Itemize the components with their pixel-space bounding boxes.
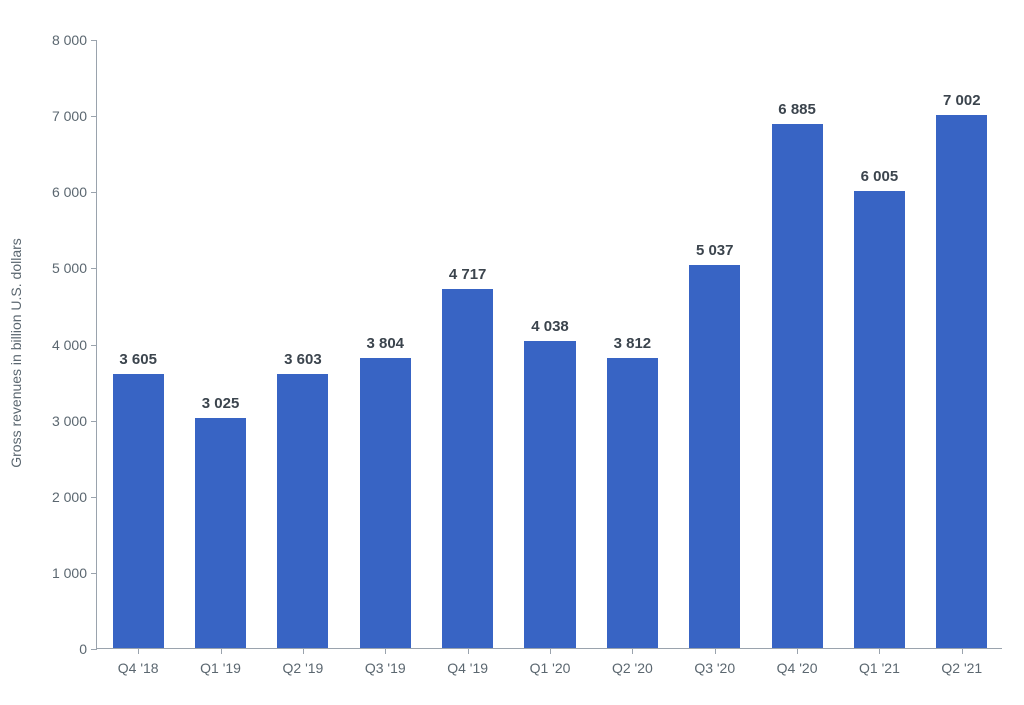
x-tick-label: Q2 '21 xyxy=(941,660,982,676)
x-tick-label: Q1 '21 xyxy=(859,660,900,676)
y-tick-label: 3 000 xyxy=(52,413,97,429)
x-tick-mark xyxy=(385,648,386,654)
x-tick-label: Q2 '19 xyxy=(283,660,324,676)
bars-container: 3 605 3 025 3 603 3 804 4 717 4 038 3 812 5 037… xyxy=(97,40,1002,648)
bar: 4 717 xyxy=(442,289,493,648)
y-tick-label: 4 000 xyxy=(52,337,97,353)
bar-value-label: 3 025 xyxy=(202,395,240,412)
bar: 3 812 xyxy=(607,358,658,648)
bar: 6 885 xyxy=(772,124,823,648)
x-tick-label: Q4 '20 xyxy=(777,660,818,676)
bar-value-label: 3 603 xyxy=(284,351,322,368)
bar: 4 038 xyxy=(524,341,575,648)
x-tick-mark xyxy=(879,648,880,654)
plot-area: 01 0002 0003 0004 0005 0006 0007 0008 00… xyxy=(96,40,1002,649)
bar: 6 005 xyxy=(854,191,905,648)
y-tick-label: 7 000 xyxy=(52,108,97,124)
bar-value-label: 6 885 xyxy=(778,101,816,118)
x-tick-mark xyxy=(715,648,716,654)
x-tick-label: Q2 '20 xyxy=(612,660,653,676)
x-tick-mark xyxy=(468,648,469,654)
y-tick-label: 0 xyxy=(79,641,97,657)
x-tick-label: Q1 '19 xyxy=(200,660,241,676)
bar: 3 804 xyxy=(360,358,411,648)
x-tick-mark xyxy=(797,648,798,654)
bar-value-label: 3 605 xyxy=(119,351,157,368)
x-tick-mark xyxy=(303,648,304,654)
bar-value-label: 5 037 xyxy=(696,242,734,259)
bar-value-label: 3 804 xyxy=(366,335,404,352)
x-tick-mark xyxy=(550,648,551,654)
x-tick-mark xyxy=(221,648,222,654)
y-axis-title: Gross revenues in billion U.S. dollars xyxy=(8,238,24,468)
bar-value-label: 4 038 xyxy=(531,318,569,335)
bar: 3 025 xyxy=(195,418,246,648)
bar-value-label: 7 002 xyxy=(943,92,981,109)
bar: 5 037 xyxy=(689,265,740,648)
x-tick-label: Q1 '20 xyxy=(530,660,571,676)
x-tick-label: Q3 '19 xyxy=(365,660,406,676)
y-tick-label: 1 000 xyxy=(52,565,97,581)
x-tick-label: Q4 '19 xyxy=(447,660,488,676)
bar-value-label: 6 005 xyxy=(861,168,899,185)
bar-value-label: 3 812 xyxy=(614,335,652,352)
y-tick-label: 6 000 xyxy=(52,184,97,200)
y-tick-label: 8 000 xyxy=(52,32,97,48)
x-tick-mark xyxy=(962,648,963,654)
x-tick-mark xyxy=(632,648,633,654)
bar: 3 605 xyxy=(113,374,164,648)
x-tick-mark xyxy=(138,648,139,654)
bar: 7 002 xyxy=(936,115,987,648)
x-tick-label: Q4 '18 xyxy=(118,660,159,676)
bar: 3 603 xyxy=(277,374,328,648)
y-tick-label: 5 000 xyxy=(52,260,97,276)
y-tick-label: 2 000 xyxy=(52,489,97,505)
bar-value-label: 4 717 xyxy=(449,266,487,283)
revenue-bar-chart: Gross revenues in billion U.S. dollars 0… xyxy=(0,0,1024,705)
x-tick-label: Q3 '20 xyxy=(694,660,735,676)
